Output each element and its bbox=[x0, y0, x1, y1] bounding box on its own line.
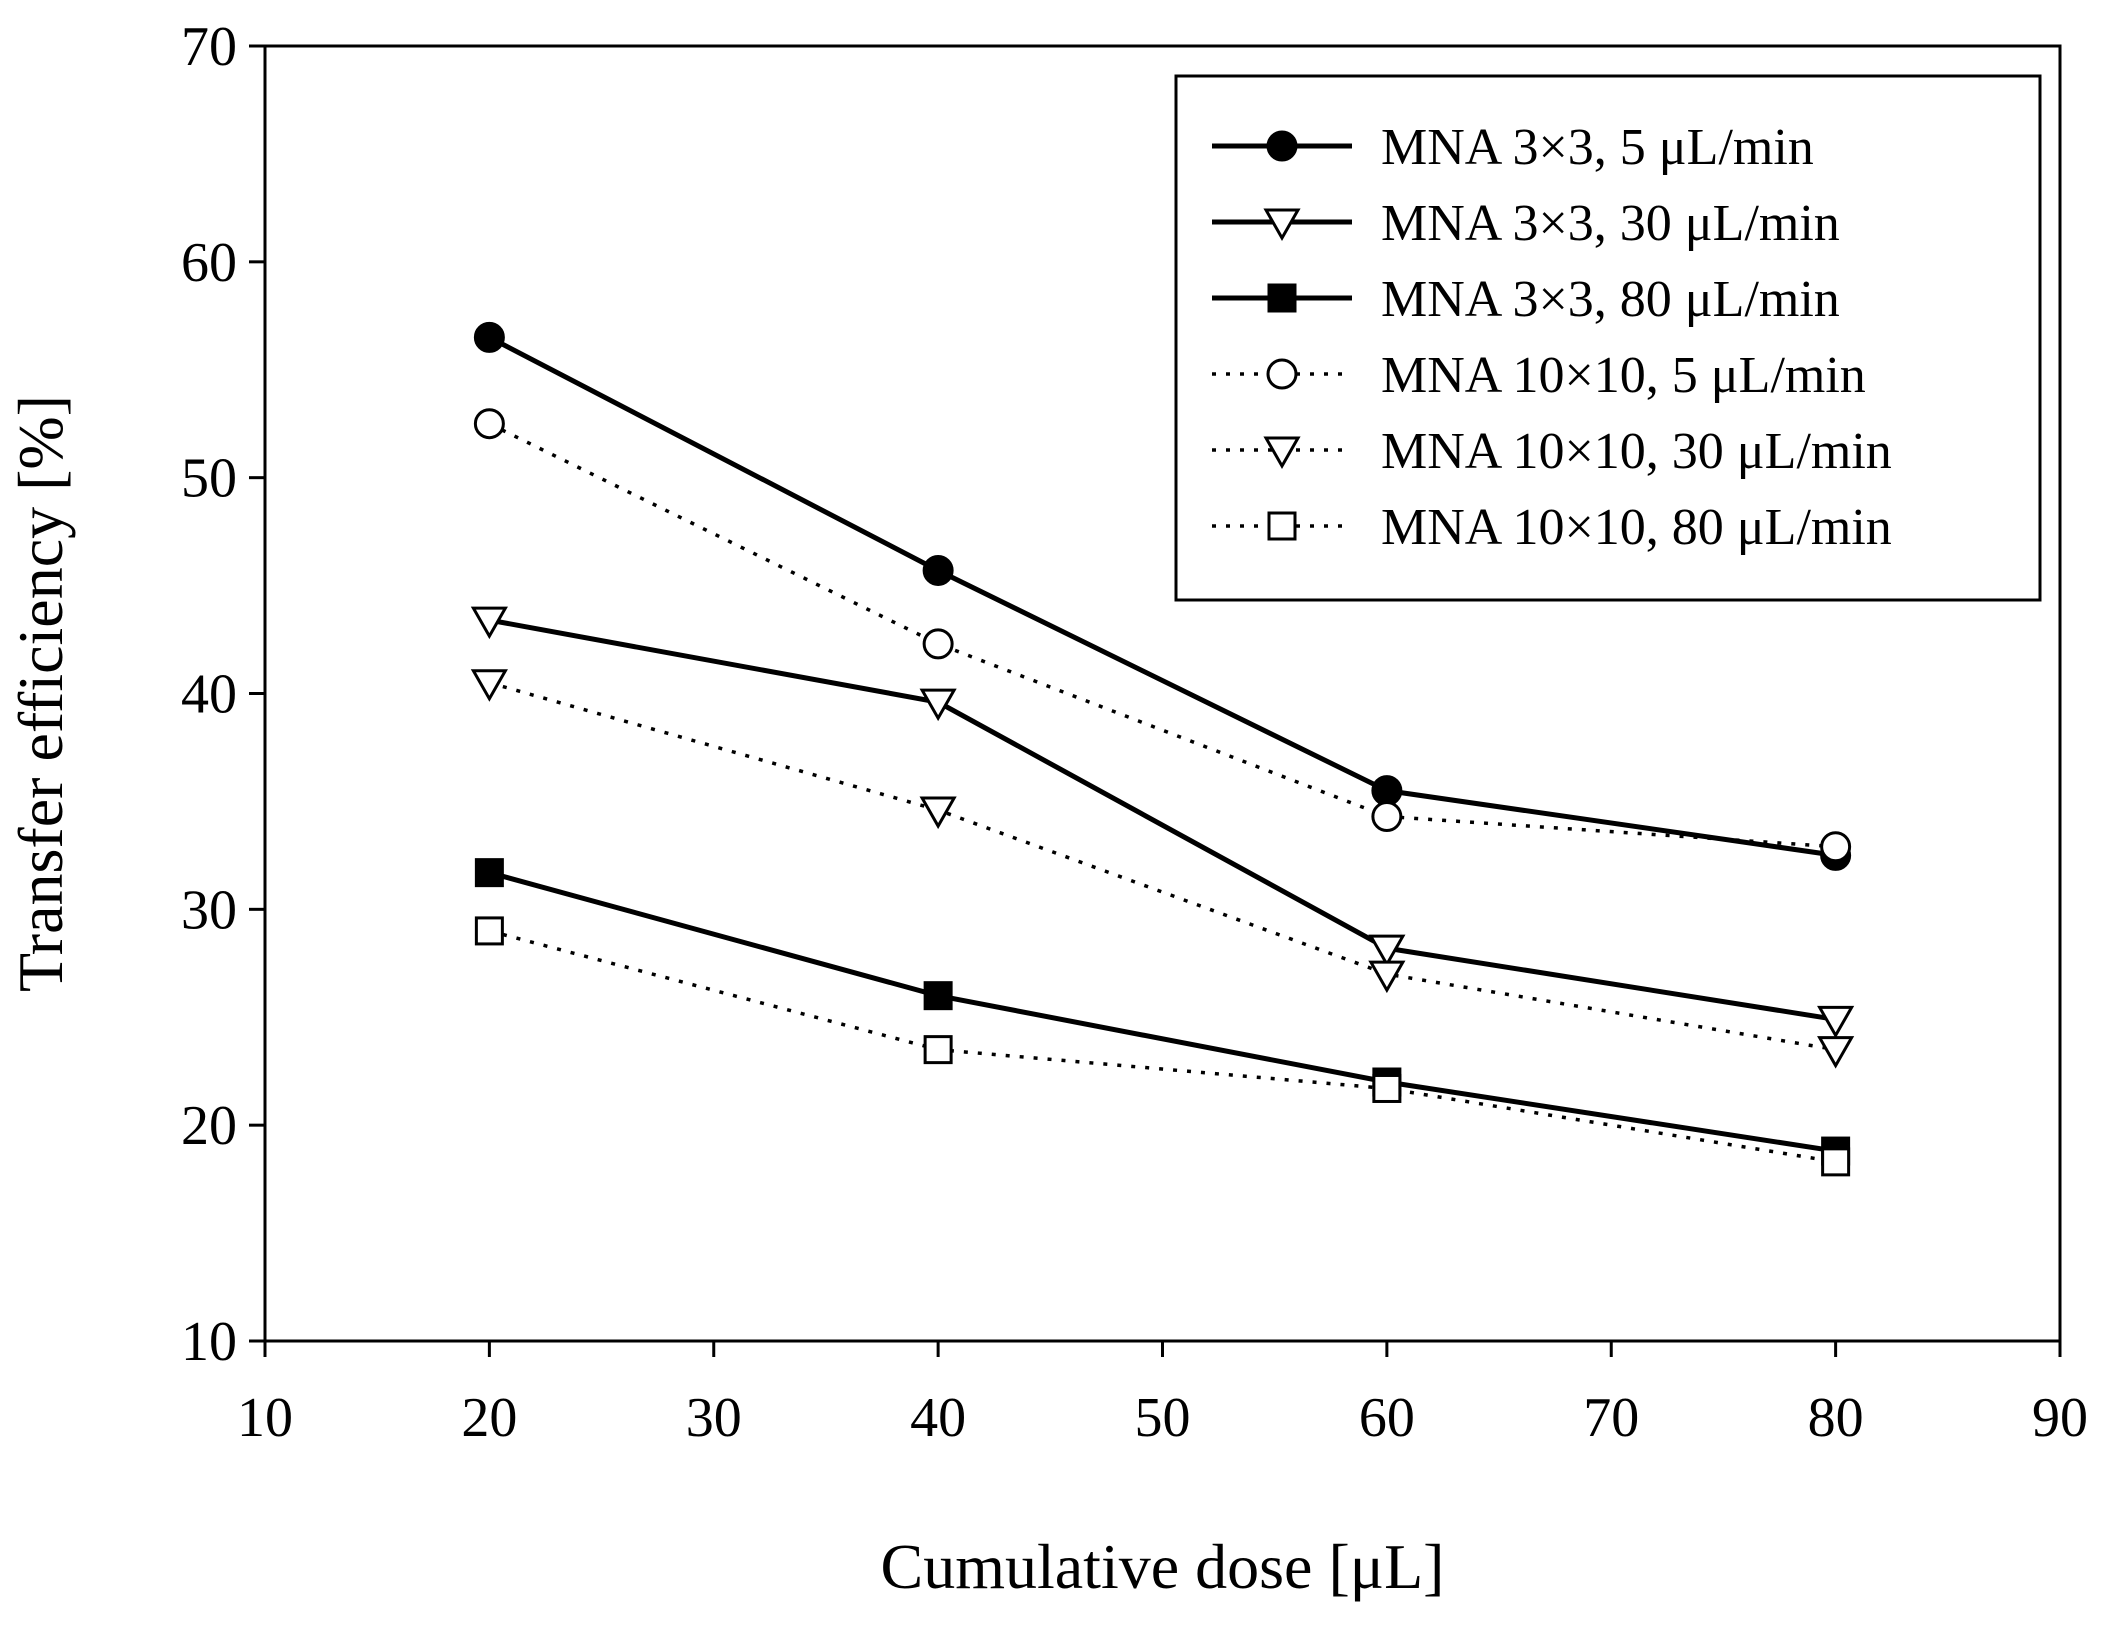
series-2 bbox=[470, 606, 1855, 1039]
x-tick-label: 80 bbox=[1808, 1387, 1864, 1449]
data-point bbox=[474, 916, 504, 946]
legend: MNA 3×3, 5 μL/min MNA 3×3, 30 μL/min MNA 3… bbox=[1174, 74, 2042, 602]
series-4 bbox=[473, 408, 1852, 863]
x-tick-label: 20 bbox=[461, 1387, 517, 1449]
series-line bbox=[488, 335, 1836, 858]
data-point bbox=[1372, 1073, 1402, 1103]
y-tick-label: 70 bbox=[181, 16, 237, 78]
data-point bbox=[923, 981, 953, 1011]
legend-box bbox=[1174, 74, 2042, 602]
x-tick-label: 30 bbox=[686, 1387, 742, 1449]
series-5 bbox=[470, 669, 1855, 1069]
legend-label: MNA 10×10, 5 μL/min bbox=[1381, 347, 1866, 404]
x-tick-label: 10 bbox=[237, 1387, 293, 1449]
y-tick-label: 40 bbox=[181, 664, 237, 726]
y-tick-label: 10 bbox=[181, 1311, 237, 1373]
legend-label: MNA 10×10, 30 μL/min bbox=[1381, 423, 1892, 480]
data-point bbox=[922, 628, 954, 660]
series-layer bbox=[470, 321, 1855, 1177]
data-point bbox=[919, 796, 957, 830]
series-line bbox=[488, 617, 1837, 1022]
legend-marker bbox=[1267, 283, 1297, 313]
x-tick-label: 70 bbox=[1583, 1387, 1639, 1449]
series-line bbox=[488, 422, 1836, 849]
y-tick-label: 50 bbox=[181, 448, 237, 510]
y-tick-label: 30 bbox=[181, 879, 237, 941]
data-point bbox=[922, 554, 954, 586]
legend-marker bbox=[1263, 436, 1301, 470]
legend-item: MNA 3×3, 80 μL/min bbox=[1212, 271, 1840, 328]
data-point bbox=[1368, 960, 1406, 994]
series-3 bbox=[474, 858, 1851, 1166]
series-6 bbox=[474, 916, 1851, 1177]
legend-item: MNA 3×3, 30 μL/min bbox=[1212, 195, 1840, 252]
legend-label: MNA 3×3, 80 μL/min bbox=[1381, 271, 1840, 328]
x-tick-label: 40 bbox=[910, 1387, 966, 1449]
x-tick-label: 60 bbox=[1359, 1387, 1415, 1449]
x-axis-ticks: 10 20 30 40 50 60 70 80 90 bbox=[237, 1341, 2088, 1449]
legend-marker bbox=[1266, 130, 1298, 162]
data-point bbox=[473, 321, 505, 353]
legend-label: MNA 3×3, 30 μL/min bbox=[1381, 195, 1840, 252]
data-point bbox=[1368, 934, 1406, 968]
data-point bbox=[923, 1035, 953, 1065]
legend-marker bbox=[1266, 358, 1298, 390]
data-point bbox=[474, 858, 504, 888]
data-point bbox=[470, 669, 508, 702]
series-line bbox=[488, 929, 1836, 1164]
legend-item: MNA 10×10, 30 μL/min bbox=[1212, 423, 1892, 480]
x-axis-title: Cumulative dose [μL] bbox=[881, 1531, 1445, 1602]
data-point bbox=[473, 408, 505, 440]
data-point bbox=[470, 606, 508, 640]
x-tick-label: 50 bbox=[1135, 1387, 1191, 1449]
legend-item: MNA 3×3, 5 μL/min bbox=[1212, 119, 1814, 176]
data-point bbox=[1371, 801, 1403, 833]
legend-item: MNA 10×10, 80 μL/min bbox=[1212, 499, 1892, 556]
y-tick-label: 20 bbox=[181, 1095, 237, 1157]
legend-marker bbox=[1263, 208, 1301, 242]
y-axis-ticks: 10 20 30 40 50 60 70 bbox=[181, 16, 265, 1373]
data-point bbox=[919, 688, 957, 722]
data-point bbox=[1371, 775, 1403, 807]
legend-marker bbox=[1267, 511, 1297, 541]
data-point bbox=[1817, 1005, 1855, 1039]
y-tick-label: 60 bbox=[181, 232, 237, 294]
y-axis-title: Transfer efficiency [%] bbox=[5, 395, 76, 992]
series-line bbox=[488, 870, 1837, 1154]
x-tick-label: 90 bbox=[2032, 1387, 2088, 1449]
legend-label: MNA 3×3, 5 μL/min bbox=[1381, 119, 1814, 176]
series-line bbox=[488, 681, 1836, 1052]
data-point bbox=[1817, 1036, 1855, 1069]
data-point bbox=[1820, 831, 1852, 863]
legend-label: MNA 10×10, 80 μL/min bbox=[1381, 499, 1892, 556]
data-point bbox=[1821, 1147, 1851, 1177]
plot-frame bbox=[263, 44, 2062, 1343]
legend-item: MNA 10×10, 5 μL/min bbox=[1212, 347, 1866, 404]
